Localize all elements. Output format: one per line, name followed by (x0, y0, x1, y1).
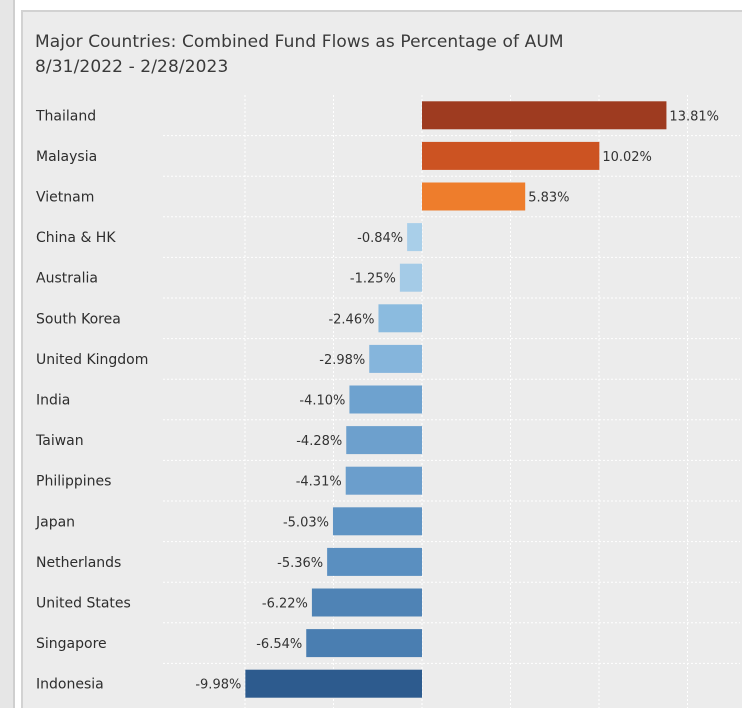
bar (369, 344, 422, 373)
category-label: India (36, 393, 70, 409)
bar (422, 101, 667, 130)
value-label: 13.81% (669, 109, 719, 124)
bar (422, 141, 600, 170)
category-label: China & HK (36, 230, 116, 246)
bar-chart: Thailand 13.81% Malaysia 10.02% Vietnam 5.83%… (35, 95, 740, 708)
value-label: -2.46% (328, 312, 374, 327)
chart-subtitle: 8/31/2022 - 2/28/2023 (35, 57, 229, 77)
category-label: Taiwan (35, 433, 84, 449)
bar (407, 223, 422, 252)
bar (327, 547, 422, 576)
value-label: -6.54% (256, 637, 302, 652)
category-label: South Korea (36, 311, 121, 327)
value-label: -5.03% (283, 515, 329, 530)
bar (422, 182, 526, 211)
value-label: -0.84% (357, 231, 403, 246)
value-label: -4.10% (299, 394, 345, 409)
value-label: -2.98% (319, 353, 365, 368)
category-label: Netherlands (36, 555, 121, 571)
value-label: -6.22% (262, 597, 308, 612)
value-label: -4.31% (296, 475, 342, 490)
bar (378, 304, 422, 333)
bar (345, 466, 422, 495)
value-label: 5.83% (528, 191, 569, 206)
bar (346, 426, 422, 455)
category-label: Singapore (36, 636, 107, 652)
chart-panel: Major Countries: Combined Fund Flows as … (21, 10, 742, 708)
bar (349, 385, 422, 414)
chart-title: Major Countries: Combined Fund Flows as … (35, 32, 564, 52)
category-label: United Kingdom (36, 352, 148, 368)
bar (332, 507, 422, 536)
bar (311, 588, 422, 617)
category-label: Australia (36, 271, 98, 287)
value-label: 10.02% (602, 150, 652, 165)
bar (399, 263, 422, 292)
category-label: Vietnam (36, 190, 94, 206)
bar (306, 629, 422, 658)
chart-title-block: Major Countries: Combined Fund Flows as … (35, 30, 564, 80)
category-label: Japan (35, 514, 75, 530)
bar (245, 669, 422, 698)
value-label: -4.28% (296, 434, 342, 449)
left-sidebar-strip (0, 0, 15, 708)
value-label: -1.25% (350, 272, 396, 287)
category-label: Indonesia (36, 677, 104, 693)
category-label: Thailand (35, 108, 96, 124)
category-label: United States (36, 596, 131, 612)
value-label: -9.98% (195, 678, 241, 693)
category-label: Philippines (36, 474, 111, 490)
category-label: Malaysia (36, 149, 97, 165)
value-label: -5.36% (277, 556, 323, 571)
